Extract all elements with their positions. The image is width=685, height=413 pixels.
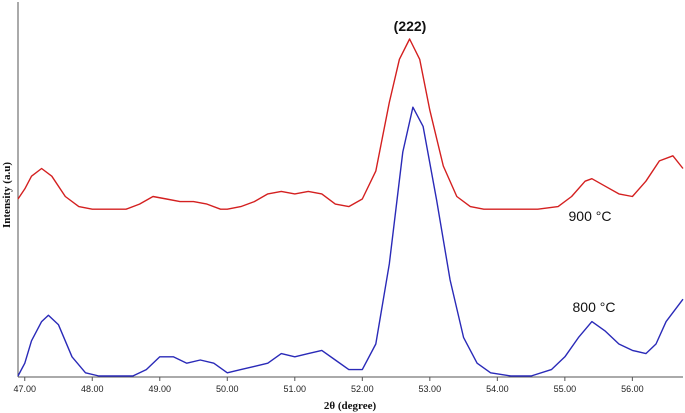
x-tick-label: 53.00 [419,384,442,394]
plot-area [17,2,683,378]
x-tick-label: 49.00 [149,384,172,394]
annotation-label: (222) [394,18,427,34]
x-tick-label: 55.00 [554,384,577,394]
x-tick-label: 51.00 [284,384,307,394]
x-tick-label: 50.00 [216,384,239,394]
annotations: (222) 900 °C 800 °C [394,18,616,315]
series-layer [17,38,684,377]
annotation-label: 800 °C [573,299,616,315]
x-tick-label: 56.00 [621,384,644,394]
x-tick-label: 47.00 [13,384,36,394]
x-ticks: 47.00 48.00 49.00 50.00 51.00 52.00 53.00 54.00… [13,377,644,394]
x-axis-label: 2θ (degree) [324,400,377,412]
y-axis-label: Intensity (a.u) [1,162,13,228]
series-line-1 [17,38,684,210]
x-tick-label: 54.00 [486,384,509,394]
series-line-2 [17,106,684,377]
x-tick-label: 52.00 [351,384,374,394]
annotation-label: 900 °C [569,208,612,224]
x-tick-label: 48.00 [81,384,104,394]
